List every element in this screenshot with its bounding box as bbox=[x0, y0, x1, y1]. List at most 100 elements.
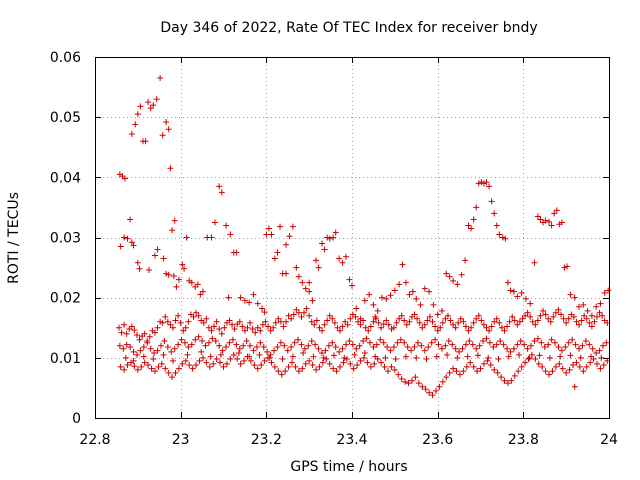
roti-point bbox=[518, 289, 525, 296]
y-tick-label: 0.05 bbox=[50, 110, 81, 126]
roti-point bbox=[145, 99, 152, 106]
roti-point bbox=[571, 383, 578, 390]
roti-point bbox=[223, 222, 230, 229]
roti-point bbox=[555, 306, 562, 313]
roti-point bbox=[219, 347, 226, 354]
roti-point bbox=[413, 295, 420, 302]
roti-point bbox=[169, 374, 176, 381]
roti-point bbox=[483, 324, 490, 331]
roti-point bbox=[199, 337, 206, 344]
roti-point bbox=[380, 339, 387, 346]
roti-point bbox=[515, 368, 522, 375]
roti-point bbox=[164, 318, 171, 325]
roti-point bbox=[235, 350, 242, 357]
roti-point bbox=[496, 319, 503, 326]
roti-point bbox=[551, 210, 558, 217]
roti-point bbox=[292, 363, 299, 370]
roti-point bbox=[141, 359, 148, 366]
roti-point bbox=[169, 357, 176, 364]
roti-point bbox=[391, 366, 398, 373]
roti-point bbox=[205, 339, 212, 346]
roti-point bbox=[565, 339, 572, 346]
roti-point bbox=[150, 356, 157, 363]
roti-point bbox=[341, 354, 348, 361]
roti-point bbox=[252, 329, 259, 336]
roti-point bbox=[285, 363, 292, 370]
roti-point bbox=[495, 356, 502, 363]
roti-point bbox=[380, 321, 387, 328]
roti-point bbox=[406, 291, 413, 298]
roti-point bbox=[277, 223, 284, 230]
roti-point bbox=[548, 222, 555, 229]
roti-point bbox=[151, 252, 158, 259]
roti-point bbox=[128, 131, 135, 138]
roti-point bbox=[283, 270, 290, 277]
roti-point bbox=[443, 270, 450, 277]
roti-point bbox=[284, 347, 291, 354]
roti-point bbox=[596, 347, 603, 354]
roti-point bbox=[399, 261, 406, 268]
roti-point bbox=[388, 325, 395, 332]
roti-point bbox=[372, 315, 379, 322]
roti-point bbox=[153, 96, 160, 103]
roti-point bbox=[151, 368, 158, 375]
roti-point bbox=[302, 360, 309, 367]
roti-point bbox=[428, 339, 435, 346]
roti-point bbox=[117, 243, 124, 250]
roti-point bbox=[564, 263, 571, 270]
roti-point bbox=[483, 179, 490, 186]
roti-point bbox=[387, 292, 394, 299]
y-tick-label: 0.01 bbox=[50, 351, 81, 367]
roti-point bbox=[367, 323, 374, 330]
roti-point bbox=[321, 321, 328, 328]
roti-point bbox=[145, 362, 152, 369]
roti-point bbox=[225, 294, 232, 301]
roti-point bbox=[596, 309, 603, 316]
roti-point bbox=[272, 319, 279, 326]
roti-point bbox=[130, 348, 137, 355]
roti-point bbox=[385, 321, 392, 328]
roti-point bbox=[588, 312, 595, 319]
roti-point bbox=[323, 356, 330, 363]
roti-point bbox=[474, 352, 481, 359]
roti-point bbox=[278, 371, 285, 378]
y-axis-label: ROTI / TECUs bbox=[6, 192, 22, 284]
roti-point bbox=[522, 359, 529, 366]
roti-point bbox=[308, 318, 315, 325]
roti-point bbox=[313, 317, 320, 324]
roti-point bbox=[259, 321, 266, 328]
roti-point bbox=[501, 377, 508, 384]
roti-point bbox=[236, 318, 243, 325]
roti-point bbox=[462, 257, 469, 264]
roti-point bbox=[289, 223, 296, 230]
roti-point bbox=[169, 227, 176, 234]
roti-point bbox=[311, 321, 318, 328]
roti-point bbox=[316, 363, 323, 370]
roti-point bbox=[154, 324, 161, 331]
roti-point bbox=[528, 342, 535, 349]
roti-point bbox=[259, 305, 266, 312]
roti-point bbox=[136, 265, 143, 272]
roti-point bbox=[342, 318, 349, 325]
roti-point bbox=[491, 210, 498, 217]
roti-point bbox=[208, 327, 215, 334]
roti-point bbox=[155, 363, 162, 370]
roti-point bbox=[147, 345, 154, 352]
roti-point bbox=[401, 339, 408, 346]
x-tick-label: 22.8 bbox=[79, 432, 110, 448]
roti-point bbox=[401, 317, 408, 324]
roti-point bbox=[408, 347, 415, 354]
roti-point bbox=[277, 318, 284, 325]
roti-point bbox=[419, 324, 426, 331]
roti-point bbox=[168, 348, 175, 355]
roti-point bbox=[159, 319, 166, 326]
roti-point bbox=[133, 351, 140, 358]
roti-point bbox=[171, 217, 178, 224]
roti-point bbox=[591, 318, 598, 325]
roti-point bbox=[476, 342, 483, 349]
roti-point bbox=[283, 241, 290, 248]
roti-point bbox=[226, 317, 233, 324]
roti-point bbox=[497, 337, 504, 344]
roti-point bbox=[378, 324, 385, 331]
